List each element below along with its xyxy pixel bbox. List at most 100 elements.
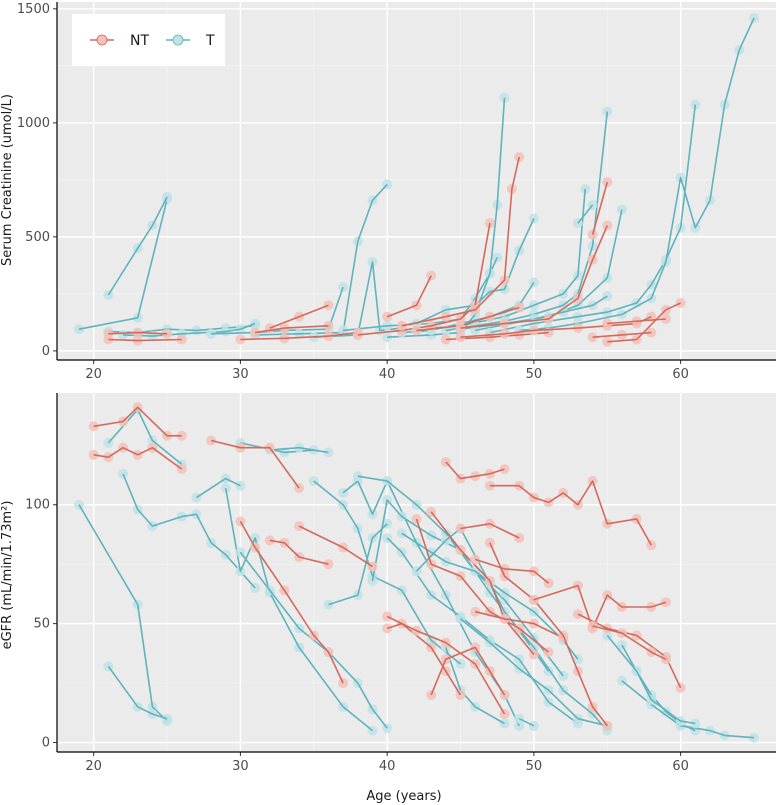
series-line: [415, 518, 550, 653]
series-line: [122, 473, 256, 589]
series-line: [518, 717, 535, 727]
series-line: [591, 181, 609, 235]
series-line: [577, 204, 594, 224]
series-line: [445, 111, 609, 332]
series-line: [416, 306, 520, 332]
bottom-panel: 20 30 40 50 60 0 50 100: [25, 393, 776, 774]
series-nt-39: [484, 537, 613, 731]
series-line: [386, 615, 506, 715]
y-tick-label: 50: [33, 617, 50, 632]
series-line: [93, 406, 182, 437]
series-line: [460, 523, 520, 539]
series-nt-25: [396, 152, 525, 331]
series-nt-27: [264, 535, 334, 570]
data-point: [660, 313, 671, 324]
x-tick-label: 60: [672, 759, 689, 774]
series-nt-24: [382, 270, 437, 322]
series-line: [592, 331, 652, 338]
series-nt-35: [455, 518, 525, 544]
series-line: [255, 183, 388, 336]
series-t-0: [74, 499, 173, 727]
data-point: [748, 12, 759, 23]
x-tick-label: 50: [526, 367, 543, 382]
data-point: [103, 290, 114, 301]
series-line: [108, 338, 182, 342]
series-t-9: [323, 518, 393, 610]
y-tick-label: 100: [25, 498, 50, 513]
series-line: [78, 504, 168, 722]
series-t-4: [191, 473, 246, 503]
data-point: [235, 516, 246, 527]
y-axis-title-bottom: eGFR (mL/min/1.73m²): [0, 501, 15, 650]
series-line: [122, 322, 256, 337]
data-point: [484, 537, 495, 548]
x-tick-label: 40: [379, 367, 396, 382]
series-nt-24: [88, 442, 187, 475]
series-line: [269, 539, 329, 565]
legend-key-t: [166, 34, 190, 46]
data-point: [484, 480, 495, 491]
y-tick-label: 1000: [17, 116, 50, 131]
data-point: [528, 594, 539, 605]
series-line: [430, 646, 506, 696]
series-line: [577, 613, 682, 689]
data-point: [660, 654, 671, 665]
series-line: [606, 634, 696, 725]
data-point: [382, 332, 393, 343]
data-point: [587, 620, 598, 631]
data-point: [675, 297, 686, 308]
data-point: [264, 535, 275, 546]
data-point: [675, 682, 686, 693]
series-nt-26: [235, 516, 349, 689]
data-point: [206, 435, 217, 446]
legend-key-nt: [90, 34, 114, 46]
data-point: [499, 92, 510, 103]
y-tick-label: 0: [42, 735, 50, 750]
data-point: [514, 720, 525, 731]
series-t-13: [382, 533, 583, 729]
data-point: [514, 533, 525, 544]
series-nt-21: [264, 300, 334, 334]
series-line: [489, 480, 652, 546]
series-t-18: [514, 713, 539, 731]
series-line: [210, 439, 300, 489]
series-nt-28: [294, 521, 378, 572]
series-nt-22: [250, 320, 334, 338]
data-point: [455, 689, 466, 700]
series-line: [107, 665, 168, 720]
data-point: [492, 252, 503, 263]
data-point: [499, 689, 510, 700]
series-nt-30: [587, 177, 613, 240]
x-tick-label: 20: [85, 759, 102, 774]
data-point: [176, 430, 187, 441]
data-point: [514, 152, 525, 163]
series-line: [240, 442, 314, 454]
x-axis-title: Age (years): [366, 789, 441, 804]
data-point: [162, 191, 173, 202]
data-point: [602, 220, 613, 231]
series-line: [401, 156, 520, 327]
data-point: [587, 332, 598, 343]
series-nt-33: [602, 297, 686, 347]
data-point: [382, 611, 393, 622]
series-line: [298, 525, 373, 568]
data-point: [499, 464, 510, 475]
x-tick-label: 50: [526, 759, 543, 774]
series-line: [459, 618, 608, 727]
data-point: [88, 421, 99, 432]
series-t-21: [602, 630, 701, 729]
series-line: [78, 199, 168, 330]
series-line: [386, 622, 462, 696]
data-point: [660, 597, 671, 608]
series-nt-31: [587, 327, 657, 343]
series-line: [445, 647, 505, 725]
y-tick-label: 0: [42, 344, 50, 359]
data-point: [103, 334, 114, 345]
data-point: [250, 327, 261, 338]
series-line: [460, 225, 609, 329]
series-t-1: [103, 191, 173, 301]
data-point: [602, 336, 613, 347]
series-nt-30: [382, 611, 510, 719]
series-line: [269, 446, 329, 454]
series-nt-28: [455, 220, 613, 334]
